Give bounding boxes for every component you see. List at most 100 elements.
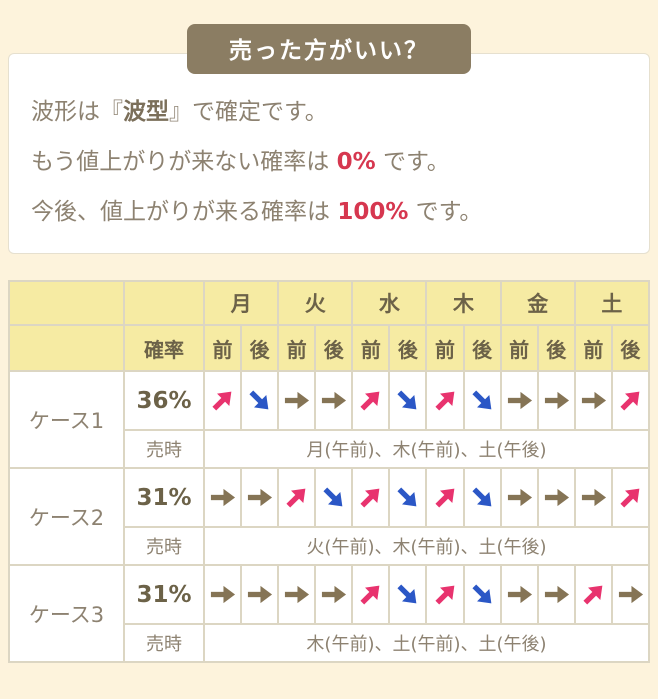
sell-time-label: 売時 <box>123 526 205 566</box>
price-trend-cell <box>499 564 539 625</box>
down-right-arrow-icon <box>397 487 417 507</box>
price-trend-cell <box>314 564 354 625</box>
wave-pattern-text-post: 』で確定です。 <box>169 99 328 125</box>
ampm-header-am: 前 <box>573 324 613 372</box>
ampm-header-pm: 後 <box>388 324 428 372</box>
wave-pattern-value: 波型 <box>123 99 169 125</box>
sell-time-label: 売時 <box>123 623 205 663</box>
up-right-arrow-icon <box>434 488 454 508</box>
right-arrow-icon <box>507 391 532 410</box>
right-arrow-icon <box>285 391 310 410</box>
ampm-header-pm: 後 <box>314 324 354 372</box>
price-trend-cell <box>277 370 317 431</box>
price-trend-cell <box>240 467 280 528</box>
right-arrow-icon <box>285 585 310 604</box>
ampm-header-am: 前 <box>277 324 317 372</box>
ampm-header-pm: 後 <box>610 324 651 372</box>
up-right-arrow-icon <box>434 391 454 411</box>
sell-time-value: 火(午前)、木(午前)、土(午後) <box>203 526 650 566</box>
case-sell-row: 売時 火(午前)、木(午前)、土(午後) <box>9 526 650 566</box>
no-rise-text-pre: もう値上がりが来ない確率は <box>31 149 337 175</box>
corner-cell-case <box>8 280 125 326</box>
right-arrow-icon <box>507 585 532 604</box>
price-trend-cell <box>573 467 613 528</box>
ampm-header-am: 前 <box>499 324 539 372</box>
up-right-arrow-icon <box>212 391 232 411</box>
case-arrow-row: ケース2 31% <box>8 467 651 566</box>
day-header-sat: 土 <box>573 280 651 326</box>
price-trend-cell <box>536 564 576 625</box>
price-trend-cell <box>536 467 576 528</box>
price-trend-cell <box>462 370 502 431</box>
price-trend-cell <box>499 467 539 528</box>
right-arrow-icon <box>544 488 569 507</box>
price-trend-cell <box>536 370 576 431</box>
up-right-arrow-icon <box>620 488 640 508</box>
sell-time-value: 木(午前)、土(午前)、土(午後) <box>203 623 650 663</box>
right-arrow-icon <box>581 391 606 410</box>
down-right-arrow-icon <box>323 487 343 507</box>
price-trend-cell <box>499 370 539 431</box>
ampm-header-am: 前 <box>202 324 243 372</box>
ampm-header-pm: 後 <box>462 324 502 372</box>
price-trend-cell <box>425 564 465 625</box>
price-trend-cell <box>573 370 613 431</box>
right-arrow-icon <box>581 488 606 507</box>
day-header-row: 月 火 水 木 金 土 <box>8 280 651 326</box>
up-right-arrow-icon <box>360 391 380 411</box>
up-right-arrow-icon <box>434 585 454 605</box>
future-rise-probability-line: 今後、値上がりが来る確率は 100% です。 <box>31 196 627 229</box>
wave-pattern-text-pre: 波形は『 <box>31 99 123 125</box>
down-right-arrow-icon <box>249 390 269 410</box>
no-rise-text-post: です。 <box>375 149 450 175</box>
down-right-arrow-icon <box>472 584 491 604</box>
down-right-arrow-icon <box>472 487 491 507</box>
wave-pattern-line: 波形は『波型』で確定です。 <box>31 96 627 129</box>
price-trend-cell <box>388 564 428 625</box>
price-trend-cell <box>425 467 465 528</box>
up-right-arrow-icon <box>286 488 306 508</box>
price-trend-cell <box>351 564 391 625</box>
price-trend-cell <box>610 564 651 625</box>
price-trend-cell <box>277 467 317 528</box>
price-trend-cell <box>610 370 651 431</box>
probability-header: 確率 <box>123 324 205 372</box>
case-sell-row: 売時 木(午前)、土(午前)、土(午後) <box>9 623 650 663</box>
price-trend-cell <box>277 564 317 625</box>
price-trend-cell <box>610 467 651 528</box>
prediction-table-body: ケース1 36% 売時 月(午前)、木(午前)、土(午後) ケース2 31% 売時 火(午前)… <box>8 370 651 663</box>
day-header-fri: 金 <box>499 280 576 326</box>
down-right-arrow-icon <box>397 390 417 410</box>
day-header-thu: 木 <box>425 280 502 326</box>
day-header-wed: 水 <box>351 280 428 326</box>
case-probability: 36% <box>123 370 205 431</box>
right-arrow-icon <box>248 585 273 604</box>
case-arrow-row: ケース3 31% <box>8 564 651 663</box>
price-trend-cell <box>240 564 280 625</box>
future-rise-text-post: です。 <box>408 199 483 225</box>
no-rise-probability-value: 0% <box>336 149 376 175</box>
future-rise-probability-value: 100% <box>337 199 409 225</box>
price-trend-cell <box>314 370 354 431</box>
corner-cell-prob <box>123 280 205 326</box>
price-trend-cell <box>388 370 428 431</box>
page-title: 売った方がいい？ <box>187 24 471 74</box>
up-right-arrow-icon <box>360 585 380 605</box>
price-trend-cell <box>351 467 391 528</box>
right-arrow-icon <box>322 391 347 410</box>
price-trend-cell <box>462 467 502 528</box>
no-rise-probability-line: もう値上がりが来ない確率は 0% です。 <box>31 146 627 179</box>
right-arrow-icon <box>322 585 347 604</box>
case-label: ケース1 <box>8 370 125 469</box>
price-trend-cell <box>202 370 243 431</box>
case-label: ケース2 <box>8 467 125 566</box>
ampm-header-am: 前 <box>425 324 465 372</box>
up-right-arrow-icon <box>360 488 380 508</box>
sell-time-label: 売時 <box>123 429 205 469</box>
down-right-arrow-icon <box>472 390 491 410</box>
right-arrow-icon <box>210 585 236 604</box>
ampm-header-am: 前 <box>351 324 391 372</box>
down-right-arrow-icon <box>397 584 417 604</box>
right-arrow-icon <box>544 391 569 410</box>
price-trend-cell <box>202 564 243 625</box>
